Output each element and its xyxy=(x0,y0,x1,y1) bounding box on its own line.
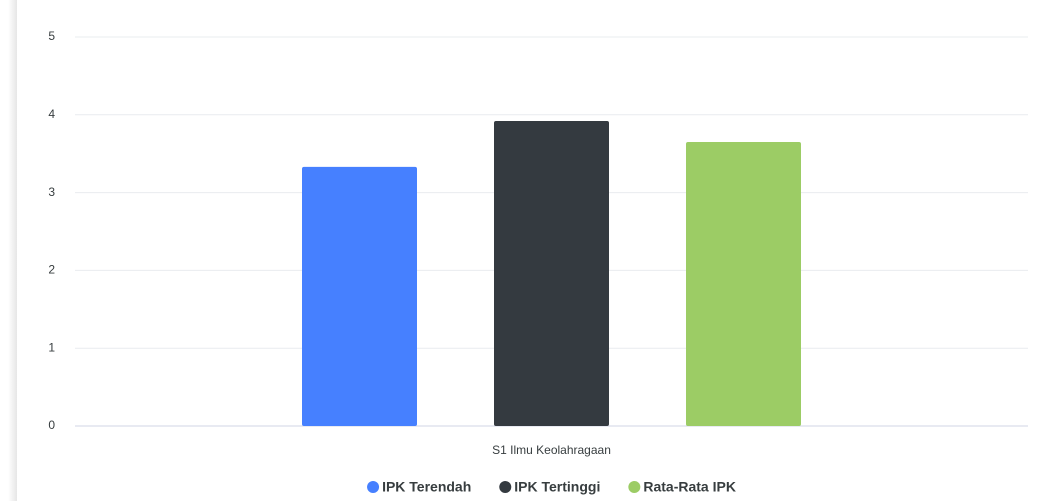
y-tick-label: 5 xyxy=(48,29,55,43)
legend-text: Rata-Rata IPK xyxy=(643,479,736,495)
y-tick-label: 2 xyxy=(48,263,55,277)
y-tick-label: 3 xyxy=(48,185,55,199)
legend-text: IPK Tertinggi xyxy=(514,479,600,495)
legend-marker xyxy=(499,481,512,493)
y-tick-label: 0 xyxy=(48,418,55,432)
legend-text: IPK Terendah xyxy=(382,479,471,495)
bar xyxy=(494,121,609,427)
x-tick-label: S1 Ilmu Keolahragaan xyxy=(492,443,611,457)
legend-marker xyxy=(367,481,380,493)
legend-marker xyxy=(628,481,641,493)
y-tick-label: 4 xyxy=(48,107,55,121)
y-tick-label: 1 xyxy=(48,340,55,354)
panel-edge xyxy=(8,0,17,501)
bar xyxy=(686,142,801,426)
bar xyxy=(302,166,417,426)
